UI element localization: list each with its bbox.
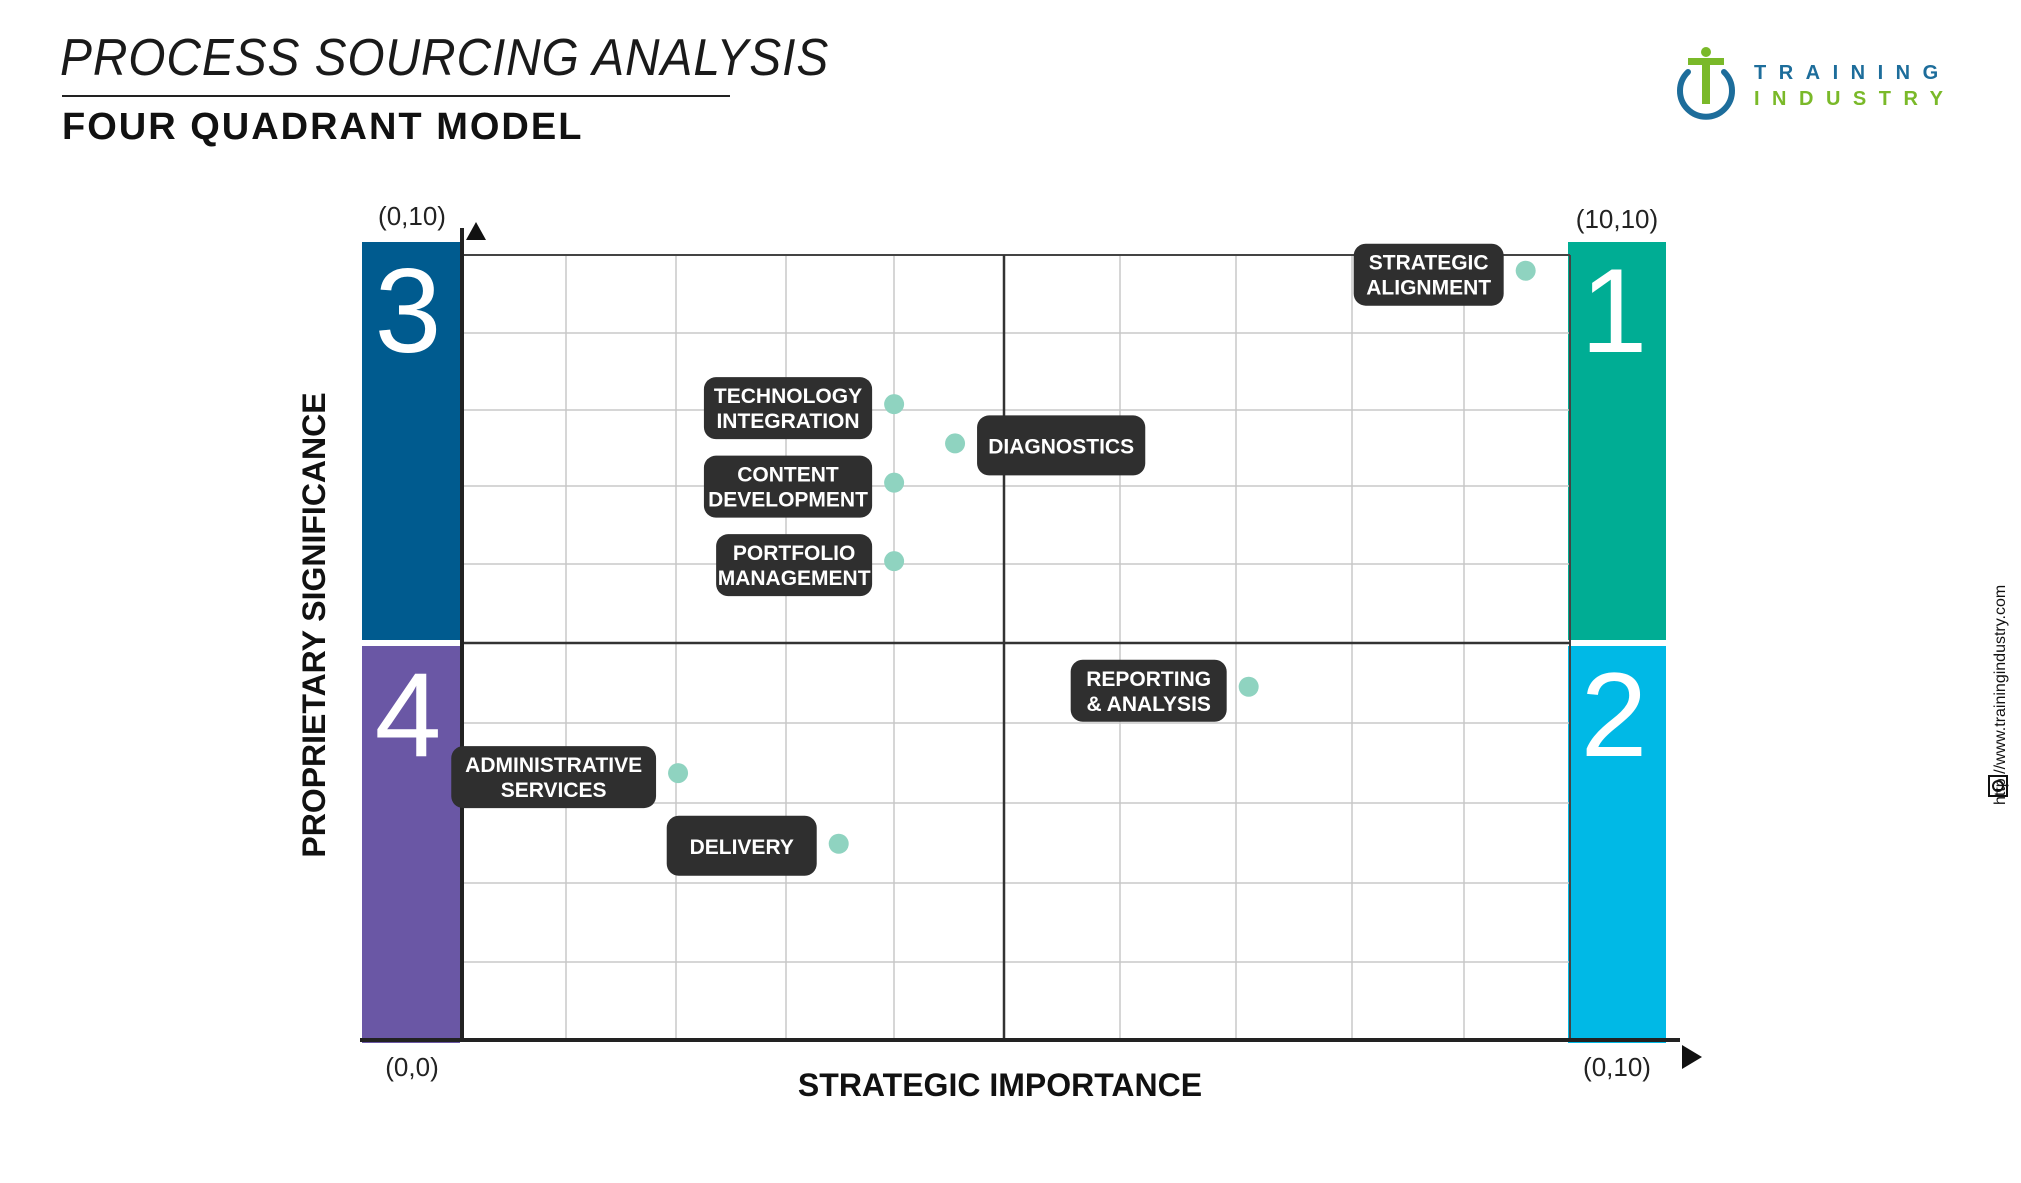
data-label-box	[703, 455, 873, 518]
quadrant-bar-2	[1568, 646, 1666, 1043]
chart-subtitle: FOUR QUADRANT MODEL	[62, 106, 584, 148]
title-underline	[62, 95, 730, 97]
y-axis-label: PROPRIETARY SIGNIFICANCE	[296, 392, 332, 857]
quadrant-bar-4	[362, 646, 460, 1043]
data-label: MANAGEMENT	[718, 567, 871, 590]
data-point-group: REPORTING& ANALYSIS	[1070, 659, 1259, 722]
logo-text-industry: INDUSTRY	[1754, 88, 1956, 110]
quadrant-bars: 1 2 3 4	[362, 242, 1666, 1043]
data-label: STRATEGIC	[1369, 252, 1489, 275]
data-point	[668, 763, 689, 784]
quadrant-number-2: 2	[1581, 648, 1648, 782]
data-label: DELIVERY	[690, 836, 794, 859]
data-label: ALIGNMENT	[1366, 277, 1491, 300]
data-label-box	[716, 534, 873, 597]
data-label: PORTFOLIO	[733, 542, 856, 565]
y-axis-arrow	[466, 222, 486, 240]
data-label: & ANALYSIS	[1086, 693, 1210, 716]
data-label-box	[1070, 659, 1227, 722]
quadrant-number-3: 3	[375, 244, 442, 378]
data-point-group: DELIVERY	[666, 815, 849, 876]
data-label-box	[977, 415, 1146, 476]
quadrant-number-1: 1	[1581, 244, 1648, 378]
data-label-box	[703, 377, 873, 440]
chart-title: PROCESS SOURCING ANALYSIS	[60, 29, 830, 87]
data-point	[884, 551, 905, 572]
data-label: REPORTING	[1086, 668, 1211, 691]
corner-label-bottom-right: (0,10)	[1583, 1052, 1651, 1082]
data-label: SERVICES	[501, 779, 607, 802]
chart-grid	[462, 254, 1571, 1040]
brand-logo[interactable]: TRAINING INDUSTRY	[1668, 46, 1968, 130]
corner-label-bottom-left: (0,0)	[385, 1052, 438, 1082]
data-point	[884, 394, 905, 415]
data-point	[884, 472, 905, 493]
data-point	[828, 833, 849, 854]
data-point-group: DIAGNOSTICS	[945, 415, 1146, 476]
quadrant-bar-3	[362, 242, 460, 640]
data-label-box	[1353, 243, 1504, 306]
training-industry-logo-icon	[1677, 47, 1735, 120]
chart-axes	[360, 222, 1702, 1069]
quadrant-bar-1	[1568, 242, 1666, 640]
quadrant-number-4: 4	[375, 648, 442, 782]
data-label: CONTENT	[737, 464, 839, 487]
corner-label-top-right: (10,10)	[1576, 204, 1658, 234]
x-axis-arrow	[1682, 1045, 1702, 1069]
logo-text-training: TRAINING	[1754, 62, 1951, 84]
data-label: TECHNOLOGY	[714, 385, 862, 408]
data-label: DIAGNOSTICS	[988, 435, 1134, 458]
data-label: DEVELOPMENT	[708, 489, 868, 512]
data-label: ADMINISTRATIVE	[465, 754, 642, 777]
data-label-box	[451, 746, 657, 809]
data-point	[945, 433, 966, 454]
creative-commons-icon	[1988, 775, 2008, 797]
corner-label-top-left: (0,10)	[378, 201, 446, 231]
data-point	[1515, 260, 1536, 281]
data-label-box	[666, 815, 817, 876]
x-axis-label: STRATEGIC IMPORTANCE	[798, 1067, 1202, 1103]
data-label: INTEGRATION	[716, 410, 859, 433]
data-point	[1238, 676, 1259, 697]
